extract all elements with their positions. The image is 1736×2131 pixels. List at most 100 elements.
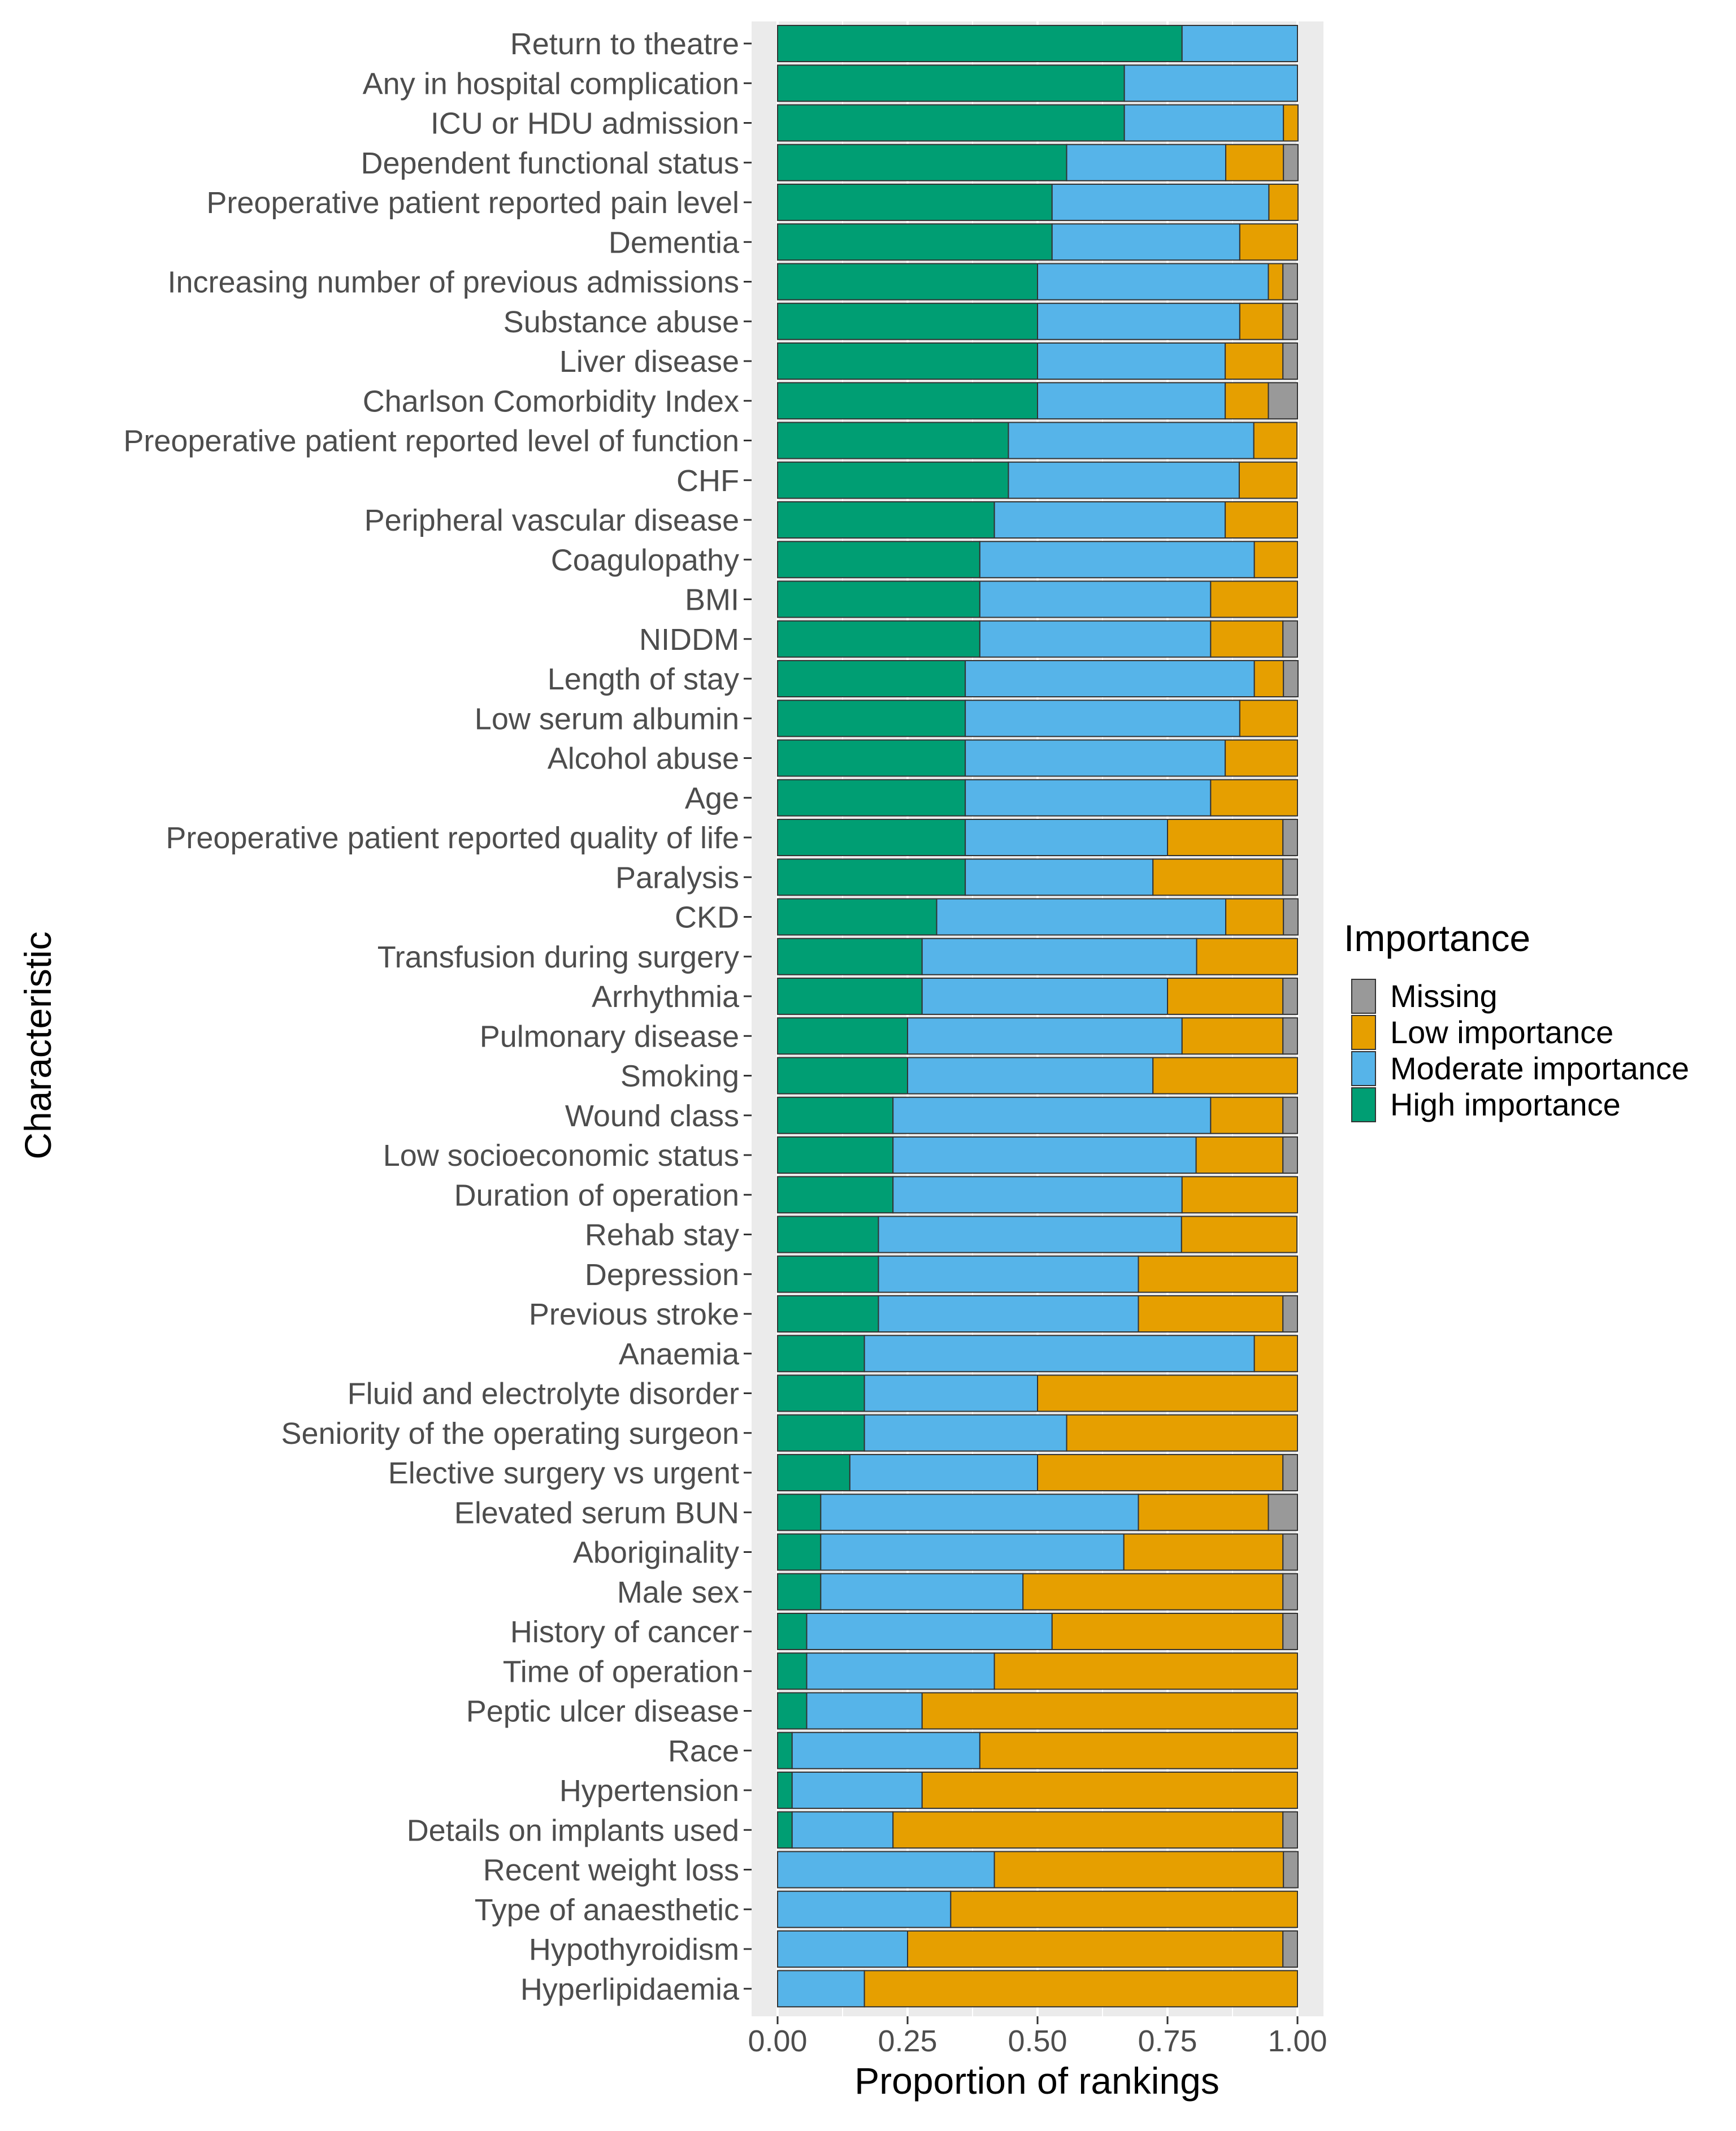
bar-segment-low-importance (1037, 1454, 1284, 1491)
y-tick-label: Time of operation (503, 1655, 739, 1689)
bar-segment-missing (1282, 1930, 1298, 1968)
y-tick-label: Liver disease (559, 345, 739, 379)
bar-segment-high-importance (777, 779, 966, 817)
bar-segment-missing (1282, 1136, 1298, 1174)
bar-segment-high-importance (777, 1692, 808, 1730)
bar-segment-moderate-importance (1037, 263, 1269, 301)
y-tick-label: Elevated serum BUN (454, 1496, 739, 1530)
bar-segment-moderate-importance (791, 1731, 980, 1769)
bar-segment-moderate-importance (863, 1335, 1255, 1373)
bar-segment-high-importance (777, 302, 1038, 340)
bar-segment-high-importance (777, 1136, 894, 1174)
bar-segment-high-importance (777, 1454, 850, 1491)
y-tick-label: NIDDM (639, 623, 739, 657)
y-tick-label: Any in hospital complication (363, 67, 739, 101)
bar-segment-missing (1282, 1017, 1298, 1055)
bar-segment-high-importance (777, 1811, 793, 1849)
bar-segment-high-importance (777, 978, 923, 1015)
bar-segment-moderate-importance (791, 1772, 923, 1809)
bar-segment-moderate-importance (806, 1652, 995, 1690)
bar-segment-moderate-importance (1181, 25, 1299, 62)
bar-segment-missing (1282, 978, 1298, 1015)
bar-segment-moderate-importance (936, 898, 1227, 936)
bar-segment-low-importance (1283, 104, 1299, 142)
bar-segment-low-importance (1167, 978, 1284, 1015)
bar-segment-low-importance (1196, 938, 1299, 975)
bar-segment-missing (1282, 620, 1298, 658)
legend-key-low-importance (1351, 1015, 1376, 1050)
y-tick-label: Increasing number of previous admissions (168, 266, 740, 300)
bar-segment-high-importance (777, 263, 1038, 301)
bar-segment-moderate-importance (777, 1930, 908, 1968)
bar-segment-missing (1282, 302, 1298, 340)
y-tick-label: Alcohol abuse (548, 742, 739, 776)
bar-segment-high-importance (777, 223, 1053, 261)
y-tick-label: Transfusion during surgery (377, 940, 739, 974)
legend-label: Missing (1390, 978, 1498, 1014)
bar-segment-low-importance (1066, 1414, 1299, 1452)
bar-segment-missing (1283, 144, 1299, 181)
y-tick-label: Male sex (617, 1576, 739, 1609)
bar-segment-missing (1282, 1096, 1298, 1134)
bar-segment-high-importance (777, 461, 1009, 499)
bar-segment-moderate-importance (965, 858, 1154, 896)
bar-segment-high-importance (777, 1652, 808, 1690)
y-tick-label: Charlson Comorbidity Index (363, 384, 739, 418)
bar-segment-high-importance (777, 858, 966, 896)
y-tick-label: Fluid and electrolyte disorder (348, 1377, 739, 1411)
bar-segment-moderate-importance (921, 938, 1197, 975)
x-tick-label: 0.25 (878, 2024, 937, 2058)
y-tick-label: Hypertension (559, 1774, 739, 1808)
bar-segment-moderate-importance (892, 1176, 1183, 1214)
bar-segment-low-importance (1225, 898, 1284, 936)
bar-segment-low-importance (1138, 1494, 1269, 1531)
bar-segment-missing (1282, 819, 1298, 856)
bar-segment-moderate-importance (965, 779, 1212, 817)
y-tick-label: Wound class (565, 1099, 739, 1133)
y-tick-label: Coagulopathy (551, 543, 739, 577)
bar-segment-moderate-importance (907, 1057, 1154, 1095)
y-tick-label: CHF (676, 464, 739, 498)
bar-segment-low-importance (921, 1772, 1298, 1809)
y-tick-label: Return to theatre (510, 27, 739, 61)
bar-segment-high-importance (777, 1255, 879, 1293)
bar-segment-high-importance (777, 144, 1067, 181)
y-tick-label: Preoperative patient reported pain level (206, 186, 739, 220)
y-tick-label: Peripheral vascular disease (364, 504, 739, 537)
bar-segment-moderate-importance (878, 1295, 1139, 1333)
bar-segment-missing (1282, 342, 1298, 380)
y-tick-label: Pulmonary disease (480, 1019, 739, 1053)
bar-segment-low-importance (1225, 501, 1299, 539)
y-tick-label: Smoking (620, 1060, 739, 1093)
y-tick-label: Preoperative patient reported level of f… (123, 424, 739, 458)
x-tick-label: 0.50 (1008, 2024, 1067, 2058)
bar-segment-moderate-importance (820, 1533, 1125, 1571)
y-tick-label: Hyperlipidaemia (520, 1972, 740, 2006)
bar-segment-moderate-importance (1123, 64, 1298, 102)
legend-key-missing (1351, 979, 1376, 1014)
y-tick-label: Elective surgery vs urgent (388, 1456, 739, 1490)
bar-segment-low-importance (1225, 342, 1284, 380)
x-tick-label: 1.00 (1268, 2024, 1327, 2058)
bar-segment-low-importance (1225, 144, 1284, 181)
bar-segment-missing (1268, 382, 1298, 420)
bar-segment-moderate-importance (1037, 382, 1226, 420)
bar-segment-high-importance (777, 1533, 822, 1571)
bar-segment-low-importance (1268, 184, 1299, 221)
y-tick-label: History of cancer (510, 1615, 739, 1649)
bar-segment-moderate-importance (791, 1811, 894, 1849)
bars (777, 25, 1299, 2008)
y-tick-label: Depression (585, 1258, 739, 1292)
bar-segment-low-importance (1225, 382, 1269, 420)
bar-segment-low-importance (993, 1652, 1298, 1690)
y-tick-label: Anaemia (619, 1337, 740, 1371)
bar-segment-low-importance (1051, 1613, 1284, 1650)
bar-segment-high-importance (777, 382, 1038, 420)
bar-segment-moderate-importance (1051, 184, 1270, 221)
y-tick-label: ICU or HDU admission (431, 107, 739, 141)
bar-segment-low-importance (1239, 700, 1298, 737)
bar-segment-low-importance (1210, 779, 1299, 817)
